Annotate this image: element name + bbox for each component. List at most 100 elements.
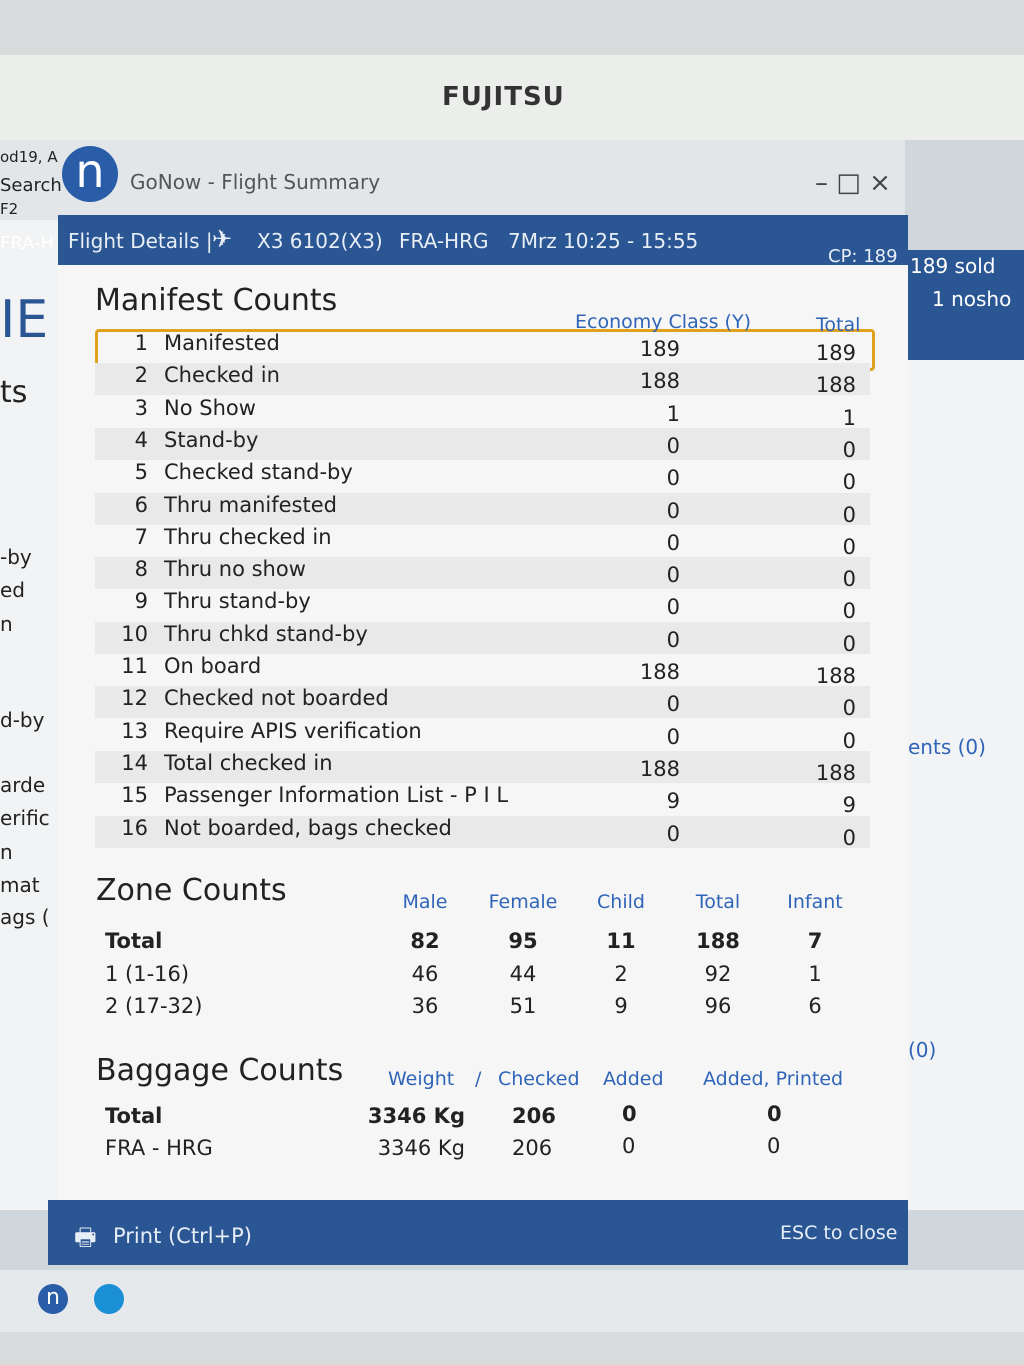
total-count: 0 xyxy=(842,825,856,850)
background-text: F2 xyxy=(0,200,19,218)
economy-count: 0 xyxy=(666,724,680,749)
row-stripe xyxy=(95,686,870,719)
row-label: Manifested xyxy=(164,331,280,355)
total-count: 1 xyxy=(842,405,856,430)
economy-count: 0 xyxy=(666,821,680,846)
row-label: Thru chkd stand-by xyxy=(164,621,368,646)
zone-count: 7 xyxy=(807,929,823,953)
background-text: mat xyxy=(0,873,40,897)
row-number: 2 xyxy=(134,363,148,388)
taskbar xyxy=(0,1270,1024,1332)
column-header: Total xyxy=(695,891,741,913)
column-header: Checked xyxy=(498,1068,580,1090)
column-header: Total xyxy=(816,314,861,336)
economy-count: 189 xyxy=(639,337,680,361)
total-count: 0 xyxy=(842,599,856,624)
baggage-checked: 206 xyxy=(512,1136,553,1160)
zone-count: 51 xyxy=(509,994,537,1018)
row-stripe xyxy=(95,815,870,848)
zone-count: 95 xyxy=(508,929,538,953)
total-count: 0 xyxy=(842,728,856,753)
total-count: 188 xyxy=(815,664,856,688)
baggage-label: Total xyxy=(105,1104,163,1128)
column-header: Male xyxy=(402,891,448,913)
economy-count: 188 xyxy=(639,369,680,394)
total-count: 0 xyxy=(842,631,856,656)
row-number: 5 xyxy=(134,460,148,485)
economy-count: 0 xyxy=(666,692,680,717)
window-controls[interactable]: – □ × xyxy=(815,168,891,198)
total-count: 0 xyxy=(842,696,856,721)
background-text: -by xyxy=(0,545,32,569)
economy-count: 0 xyxy=(666,595,680,620)
row-stripe xyxy=(95,621,870,654)
background-text: od19, A xyxy=(0,148,58,166)
zone-count: 6 xyxy=(808,994,822,1018)
background-text: d-by xyxy=(0,708,45,732)
row-label: Thru checked in xyxy=(164,524,332,549)
row-number: 4 xyxy=(134,427,148,452)
column-header: Infant xyxy=(787,891,843,913)
flight-number: X3 6102(X3) xyxy=(257,229,383,253)
baggage-printed: 0 xyxy=(767,1102,782,1126)
total-count: 0 xyxy=(842,437,856,462)
background-right-pane xyxy=(905,250,1024,1210)
row-label: Checked stand-by xyxy=(164,460,353,485)
total-count: 0 xyxy=(842,567,856,592)
time: 7Mrz 10:25 - 15:55 xyxy=(508,229,699,253)
row-label: Passenger Information List - P I L xyxy=(164,783,509,808)
taskbar-browser[interactable] xyxy=(94,1284,124,1314)
column-header: Child xyxy=(597,891,645,913)
column-header: Added xyxy=(603,1068,664,1090)
economy-count: 0 xyxy=(666,466,680,491)
row-label: Not boarded, bags checked xyxy=(164,815,452,840)
row-label: On board xyxy=(164,654,262,678)
total-count: 9 xyxy=(842,793,856,818)
section-title: Zone Counts xyxy=(96,873,287,908)
taskbar-app[interactable]: n xyxy=(38,1284,68,1314)
zone-count: 36 xyxy=(411,994,439,1018)
row-number: 10 xyxy=(121,621,148,646)
total-count: 0 xyxy=(842,502,856,527)
zone-label: 1 (1-16) xyxy=(105,961,190,986)
economy-count: 188 xyxy=(639,660,680,684)
zone-label: 2 (17-32) xyxy=(105,994,203,1018)
print-button[interactable]: Print (Ctrl+P) xyxy=(113,1224,252,1248)
cp: CP: 189 xyxy=(828,246,898,267)
baggage-weight: 3346 Kg xyxy=(367,1104,465,1128)
economy-count: 0 xyxy=(666,627,680,652)
row-stripe xyxy=(95,363,870,396)
column-header: / xyxy=(475,1068,482,1090)
print-icon[interactable]: 🖶 xyxy=(74,1223,97,1251)
zone-count: 92 xyxy=(704,961,732,986)
row-label: No Show xyxy=(164,395,256,420)
economy-count: 0 xyxy=(666,498,680,523)
background-text: ags ( xyxy=(0,905,50,929)
dialog-body xyxy=(58,265,908,1200)
background-right-header xyxy=(905,250,1024,360)
baggage-added: 0 xyxy=(622,1134,636,1158)
zone-count: 96 xyxy=(704,994,732,1018)
column-header: Added, Printed xyxy=(703,1068,844,1090)
row-label: Thru no show xyxy=(164,557,306,582)
zone-count: 1 xyxy=(808,961,822,986)
background-text: 189 sold xyxy=(910,254,996,278)
row-stripe xyxy=(95,492,870,525)
background-text: FRA-H xyxy=(0,233,55,254)
zone-count: 82 xyxy=(410,929,440,953)
background-text: arde xyxy=(0,773,46,797)
row-label: Require APIS verification xyxy=(164,718,422,743)
row-number: 13 xyxy=(121,718,148,743)
background-left-pane xyxy=(0,220,58,1210)
background-text: (0) xyxy=(908,1038,937,1062)
row-number: 16 xyxy=(121,815,148,840)
economy-count: 0 xyxy=(666,433,680,458)
zone-count: 11 xyxy=(606,929,636,953)
app-title-bar xyxy=(0,140,905,220)
row-stripe xyxy=(95,427,870,460)
row-number: 1 xyxy=(134,331,148,355)
total-count: 188 xyxy=(815,760,856,785)
economy-count: 1 xyxy=(666,401,680,426)
close-hint: ESC to close xyxy=(780,1222,898,1244)
